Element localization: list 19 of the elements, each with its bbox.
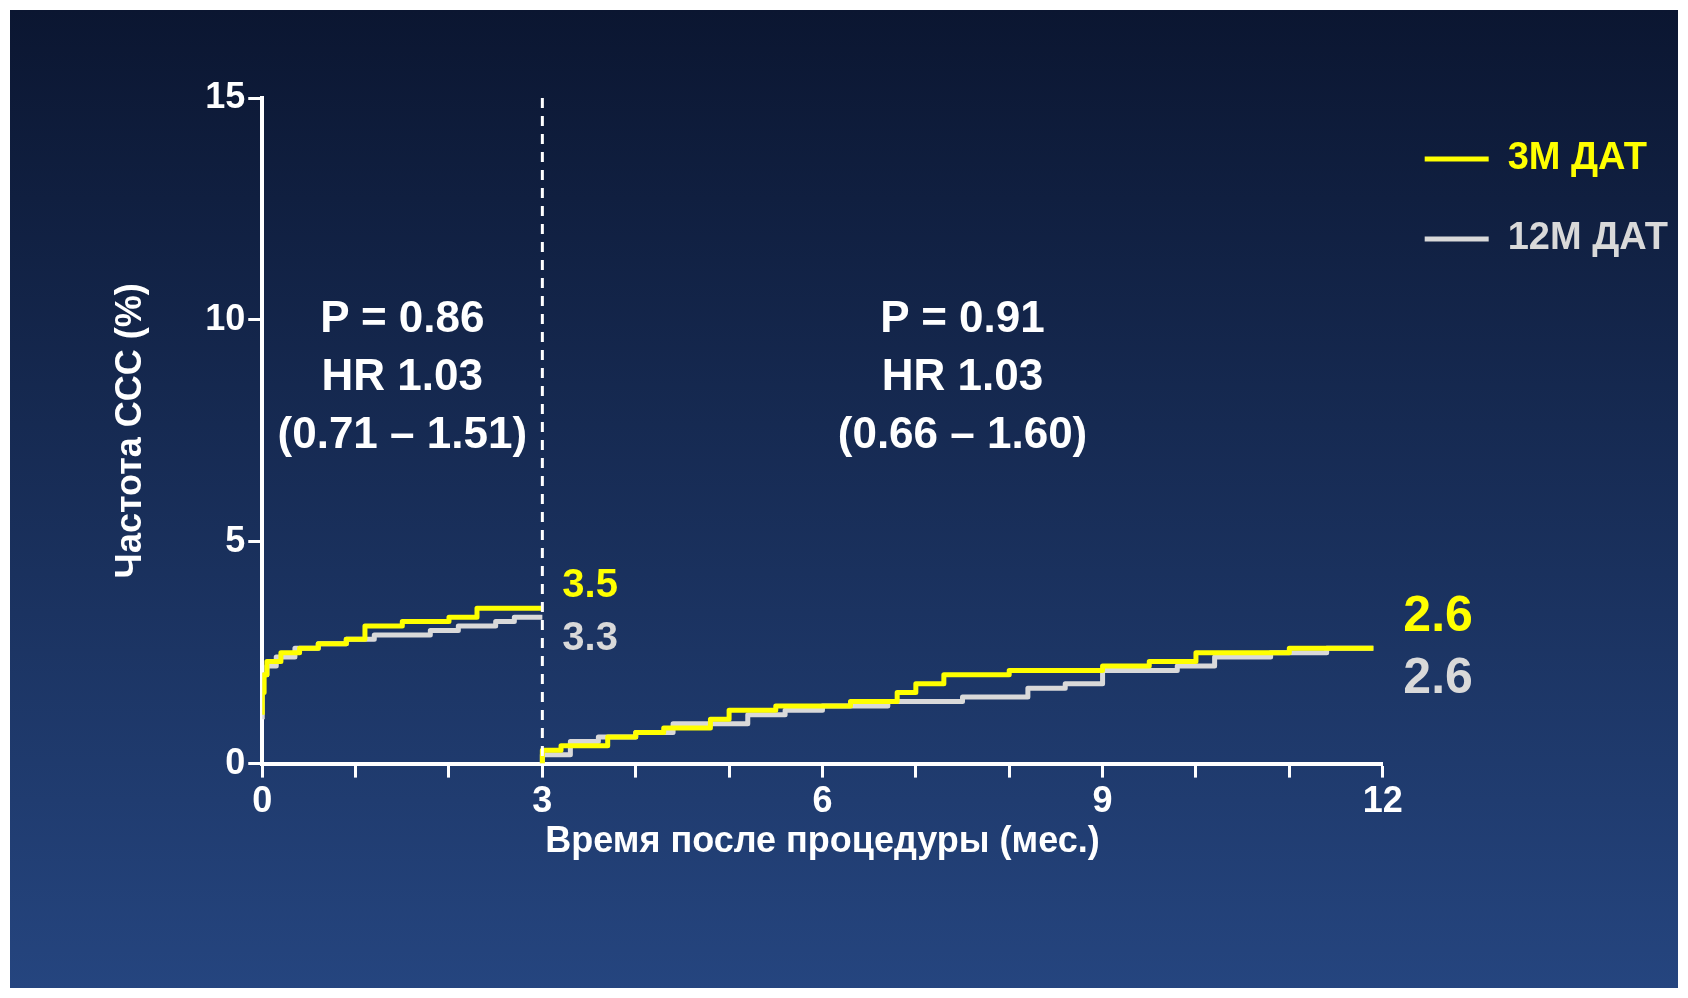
y-tick-label: 0: [225, 740, 246, 782]
y-tick-label: 10: [205, 296, 246, 338]
y-axis-title: Частота ССС (%): [107, 283, 149, 579]
annotation: P = 0.91 HR 1.03 (0.66 – 1.60): [837, 292, 1088, 458]
x-tick-label: 9: [1092, 779, 1113, 821]
legend-label: 3M ДАТ: [1507, 135, 1647, 178]
x-tick-label: 6: [812, 779, 833, 821]
x-tick-label: 12: [1362, 779, 1403, 821]
annotation: P = 0.86 HR 1.03 (0.71 – 1.51): [277, 292, 528, 458]
y-tick-label: 5: [225, 518, 246, 560]
data-label: 2.6: [1403, 647, 1473, 704]
data-label: 3.3: [562, 614, 618, 659]
data-label: 3.5: [562, 561, 618, 606]
x-tick-label: 3: [532, 779, 553, 821]
x-tick-label: 0: [252, 779, 273, 821]
data-label: 2.6: [1403, 586, 1473, 643]
legend-label: 12M ДАТ: [1507, 215, 1668, 258]
y-tick-label: 15: [205, 74, 246, 116]
x-axis-title: Время после процедуры (мес.): [545, 819, 1100, 861]
